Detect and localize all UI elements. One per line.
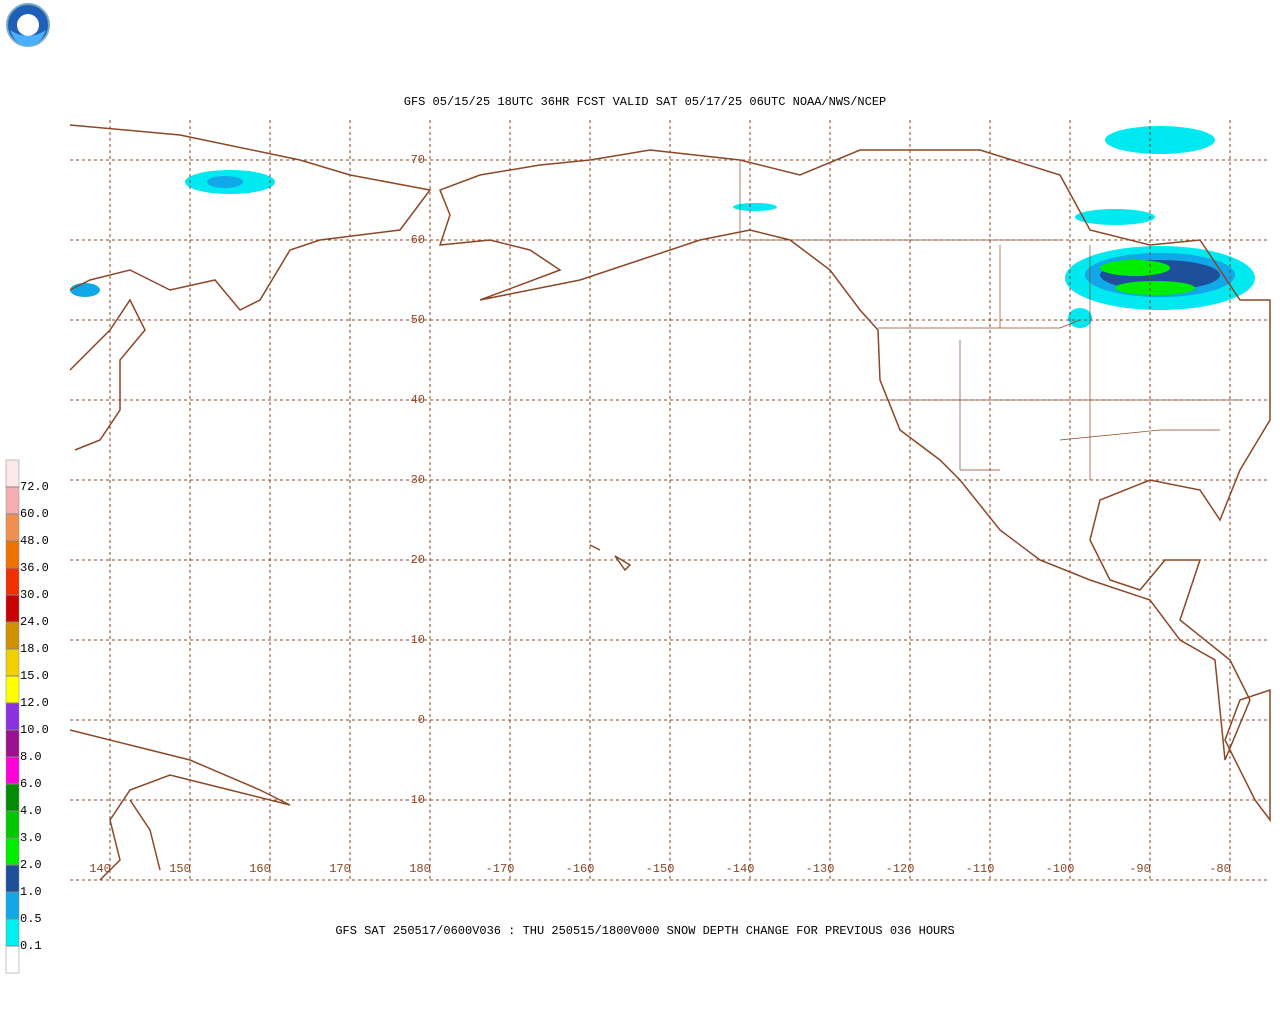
- longitude-label: -120: [886, 862, 915, 876]
- colorbar: 0.1 0.5 1.0 2.0 3.0 4.0 6.0 8.0 10.0 12.0 15.0 18.0…: [5, 459, 49, 974]
- colorbar-label: 0.5: [20, 912, 42, 926]
- colorbar-label: 36.0: [20, 561, 49, 575]
- longitude-label: 140: [89, 862, 111, 876]
- colorbar-box: [5, 594, 20, 623]
- colorbar-box: [5, 675, 20, 704]
- colorbar-box: [5, 783, 20, 812]
- colorbar-label: 2.0: [20, 858, 42, 872]
- longitude-label: 160: [249, 862, 271, 876]
- latitude-label: 50: [411, 313, 425, 327]
- colorbar-box: [5, 648, 20, 677]
- longitude-label: -140: [726, 862, 755, 876]
- colorbar-box: [5, 945, 20, 974]
- colorbar-box: [5, 864, 20, 893]
- longitude-label: 180: [409, 862, 431, 876]
- latitude-label: 10: [411, 633, 425, 647]
- colorbar-label: 30.0: [20, 588, 49, 602]
- colorbar-box: [5, 486, 20, 515]
- longitude-label: -150: [646, 862, 675, 876]
- longitude-label: -90: [1129, 862, 1151, 876]
- colorbar-box: [5, 567, 20, 596]
- colorbar-box: [5, 621, 20, 650]
- colorbar-label: 48.0: [20, 534, 49, 548]
- colorbar-label: 6.0: [20, 777, 42, 791]
- caption: GFS SAT 250517/0600V036 : THU 250515/180…: [335, 924, 954, 938]
- colorbar-label: 3.0: [20, 831, 42, 845]
- colorbar-label: 18.0: [20, 642, 49, 656]
- colorbar-label: 10.0: [20, 723, 49, 737]
- latitude-label: 20: [411, 553, 425, 567]
- colorbar-box: [5, 891, 20, 920]
- longitude-label: -100: [1046, 862, 1075, 876]
- colorbar-label: 1.0: [20, 885, 42, 899]
- latitude-label: 0: [418, 713, 425, 727]
- grid: 70 60 50 40 30 20 10 0 -10 140 150 160 170 180 -170 -16…: [70, 120, 1270, 881]
- longitude-label: -110: [966, 862, 995, 876]
- colorbar-box: [5, 459, 20, 488]
- longitude-label: -130: [806, 862, 835, 876]
- longitude-label: 150: [169, 862, 191, 876]
- colorbar-label: 12.0: [20, 696, 49, 710]
- coastlines: [69, 124, 1271, 881]
- longitude-label: 170: [329, 862, 351, 876]
- latitude-label: 30: [411, 473, 425, 487]
- colorbar-label: 0.1: [20, 939, 42, 953]
- colorbar-box: [5, 540, 20, 569]
- colorbar-box: [5, 513, 20, 542]
- colorbar-box: [5, 756, 20, 785]
- longitude-label: -80: [1209, 862, 1231, 876]
- latitude-label: 60: [411, 233, 425, 247]
- longitude-label: -170: [486, 862, 515, 876]
- noaa-logo: [6, 3, 50, 47]
- colorbar-box: [5, 702, 20, 731]
- colorbar-box: [5, 837, 20, 866]
- colorbar-box: [5, 810, 20, 839]
- colorbar-label: 8.0: [20, 750, 42, 764]
- colorbar-box: [5, 729, 20, 758]
- colorbar-box: [5, 918, 20, 947]
- colorbar-label: 15.0: [20, 669, 49, 683]
- latitude-label: 70: [411, 153, 425, 167]
- colorbar-label: 4.0: [20, 804, 42, 818]
- colorbar-label: 60.0: [20, 507, 49, 521]
- title: GFS 05/15/25 18UTC 36HR FCST VALID SAT 0…: [404, 95, 886, 109]
- colorbar-label: 72.0: [20, 480, 49, 494]
- snow-areas: [70, 126, 1255, 328]
- longitude-label: -160: [566, 862, 595, 876]
- latitude-label: -10: [403, 793, 425, 807]
- latitude-label: 40: [411, 393, 425, 407]
- colorbar-label: 24.0: [20, 615, 49, 629]
